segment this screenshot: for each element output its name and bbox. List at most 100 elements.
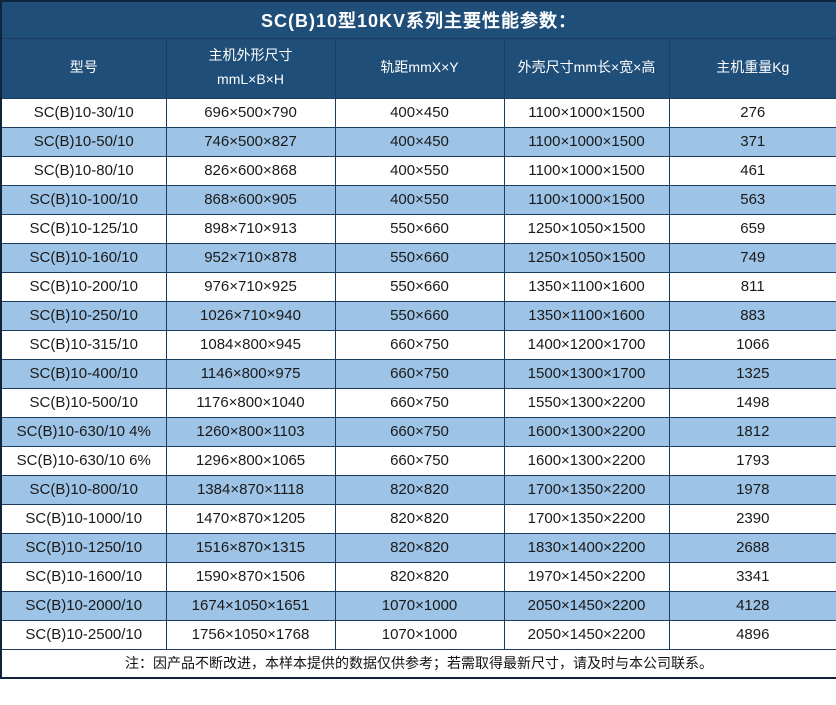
cell-weight: 1066 — [668, 329, 836, 360]
cell-main-dimensions: 1176×800×1040 — [165, 387, 336, 418]
cell-main-dimensions: 1590×870×1506 — [165, 561, 336, 592]
cell-rail-gauge: 1070×1000 — [334, 590, 505, 621]
cell-weight: 811 — [668, 271, 836, 302]
header-row: 型号 主机外形尺寸 mmL×B×H 轨距mmX×Y 外壳尺寸mm长×宽×高 主机… — [0, 37, 836, 99]
cell-shell-dimensions: 1100×1000×1500 — [503, 97, 670, 128]
cell-model: SC(B)10-1000/10 — [0, 503, 167, 534]
cell-shell-dimensions: 1250×1050×1500 — [503, 242, 670, 273]
cell-main-dimensions: 952×710×878 — [165, 242, 336, 273]
table-row: SC(B)10-250/10 1026×710×940 550×660 1350×11… — [0, 300, 836, 331]
header-rail-gauge: 轨距mmX×Y — [334, 37, 505, 99]
cell-model: SC(B)10-50/10 — [0, 126, 167, 157]
table-row: SC(B)10-125/10 898×710×913 550×660 1250×105… — [0, 213, 836, 244]
cell-weight: 2688 — [668, 532, 836, 563]
cell-rail-gauge: 550×660 — [334, 300, 505, 331]
cell-rail-gauge: 660×750 — [334, 445, 505, 476]
cell-main-dimensions: 1516×870×1315 — [165, 532, 336, 563]
cell-rail-gauge: 660×750 — [334, 416, 505, 447]
cell-main-dimensions: 826×600×868 — [165, 155, 336, 186]
cell-weight: 1793 — [668, 445, 836, 476]
cell-rail-gauge: 820×820 — [334, 561, 505, 592]
cell-main-dimensions: 1296×800×1065 — [165, 445, 336, 476]
cell-main-dimensions: 1756×1050×1768 — [165, 619, 336, 650]
cell-weight: 1812 — [668, 416, 836, 447]
cell-model: SC(B)10-630/10 4% — [0, 416, 167, 447]
cell-weight: 371 — [668, 126, 836, 157]
cell-model: SC(B)10-160/10 — [0, 242, 167, 273]
table-body: SC(B)10-30/10 696×500×790 400×450 1100×1000… — [0, 97, 836, 650]
cell-rail-gauge: 660×750 — [334, 358, 505, 389]
cell-shell-dimensions: 2050×1450×2200 — [503, 619, 670, 650]
cell-model: SC(B)10-80/10 — [0, 155, 167, 186]
cell-shell-dimensions: 1700×1350×2200 — [503, 474, 670, 505]
cell-model: SC(B)10-500/10 — [0, 387, 167, 418]
cell-model: SC(B)10-2000/10 — [0, 590, 167, 621]
cell-main-dimensions: 1260×800×1103 — [165, 416, 336, 447]
cell-main-dimensions: 898×710×913 — [165, 213, 336, 244]
table-row: SC(B)10-1000/10 1470×870×1205 820×820 1700×… — [0, 503, 836, 534]
cell-model: SC(B)10-1600/10 — [0, 561, 167, 592]
cell-model: SC(B)10-2500/10 — [0, 619, 167, 650]
cell-model: SC(B)10-315/10 — [0, 329, 167, 360]
cell-model: SC(B)10-200/10 — [0, 271, 167, 302]
cell-rail-gauge: 400×550 — [334, 155, 505, 186]
cell-main-dimensions: 1084×800×945 — [165, 329, 336, 360]
cell-weight: 749 — [668, 242, 836, 273]
cell-rail-gauge: 400×450 — [334, 97, 505, 128]
cell-weight: 659 — [668, 213, 836, 244]
spec-table: SC(B)10型10KV系列主要性能参数： 型号 主机外形尺寸 mmL×B×H … — [0, 0, 836, 679]
cell-model: SC(B)10-250/10 — [0, 300, 167, 331]
table-row: SC(B)10-630/10 6% 1296×800×1065 660×750 160… — [0, 445, 836, 476]
cell-shell-dimensions: 1250×1050×1500 — [503, 213, 670, 244]
cell-rail-gauge: 1070×1000 — [334, 619, 505, 650]
cell-main-dimensions: 1384×870×1118 — [165, 474, 336, 505]
cell-model: SC(B)10-1250/10 — [0, 532, 167, 563]
cell-shell-dimensions: 1100×1000×1500 — [503, 155, 670, 186]
cell-main-dimensions: 1470×870×1205 — [165, 503, 336, 534]
cell-weight: 1498 — [668, 387, 836, 418]
table-row: SC(B)10-800/10 1384×870×1118 820×820 1700×1… — [0, 474, 836, 505]
cell-main-dimensions: 1674×1050×1651 — [165, 590, 336, 621]
cell-main-dimensions: 1146×800×975 — [165, 358, 336, 389]
table-row: SC(B)10-630/10 4% 1260×800×1103 660×750 160… — [0, 416, 836, 447]
cell-shell-dimensions: 1400×1200×1700 — [503, 329, 670, 360]
table-row: SC(B)10-50/10 746×500×827 400×450 1100×1000… — [0, 126, 836, 157]
table-row: SC(B)10-30/10 696×500×790 400×450 1100×1000… — [0, 97, 836, 128]
cell-model: SC(B)10-800/10 — [0, 474, 167, 505]
cell-weight: 461 — [668, 155, 836, 186]
cell-weight: 4896 — [668, 619, 836, 650]
table-row: SC(B)10-315/10 1084×800×945 660×750 1400×12… — [0, 329, 836, 360]
table-row: SC(B)10-2500/10 1756×1050×1768 1070×1000 20… — [0, 619, 836, 650]
table-row: SC(B)10-80/10 826×600×868 400×550 1100×1000… — [0, 155, 836, 186]
cell-main-dimensions: 746×500×827 — [165, 126, 336, 157]
header-weight: 主机重量Kg — [668, 37, 836, 99]
cell-shell-dimensions: 1500×1300×1700 — [503, 358, 670, 389]
cell-shell-dimensions: 1970×1450×2200 — [503, 561, 670, 592]
cell-rail-gauge: 820×820 — [334, 474, 505, 505]
cell-main-dimensions: 868×600×905 — [165, 184, 336, 215]
cell-model: SC(B)10-30/10 — [0, 97, 167, 128]
cell-shell-dimensions: 1600×1300×2200 — [503, 416, 670, 447]
cell-model: SC(B)10-630/10 6% — [0, 445, 167, 476]
cell-model: SC(B)10-100/10 — [0, 184, 167, 215]
cell-shell-dimensions: 1830×1400×2200 — [503, 532, 670, 563]
cell-rail-gauge: 820×820 — [334, 532, 505, 563]
cell-rail-gauge: 550×660 — [334, 242, 505, 273]
cell-rail-gauge: 820×820 — [334, 503, 505, 534]
cell-shell-dimensions: 2050×1450×2200 — [503, 590, 670, 621]
cell-shell-dimensions: 1600×1300×2200 — [503, 445, 670, 476]
table-row: SC(B)10-2000/10 1674×1050×1651 1070×1000 20… — [0, 590, 836, 621]
cell-weight: 1978 — [668, 474, 836, 505]
table-row: SC(B)10-1250/10 1516×870×1315 820×820 1830×… — [0, 532, 836, 563]
cell-shell-dimensions: 1100×1000×1500 — [503, 126, 670, 157]
table-row: SC(B)10-200/10 976×710×925 550×660 1350×110… — [0, 271, 836, 302]
page-title: SC(B)10型10KV系列主要性能参数： — [0, 0, 836, 39]
header-shell-dimensions: 外壳尺寸mm长×宽×高 — [503, 37, 670, 99]
table-row: SC(B)10-500/10 1176×800×1040 660×750 1550×1… — [0, 387, 836, 418]
cell-model: SC(B)10-400/10 — [0, 358, 167, 389]
cell-weight: 2390 — [668, 503, 836, 534]
cell-shell-dimensions: 1550×1300×2200 — [503, 387, 670, 418]
table-row: SC(B)10-100/10 868×600×905 400×550 1100×100… — [0, 184, 836, 215]
cell-weight: 4128 — [668, 590, 836, 621]
